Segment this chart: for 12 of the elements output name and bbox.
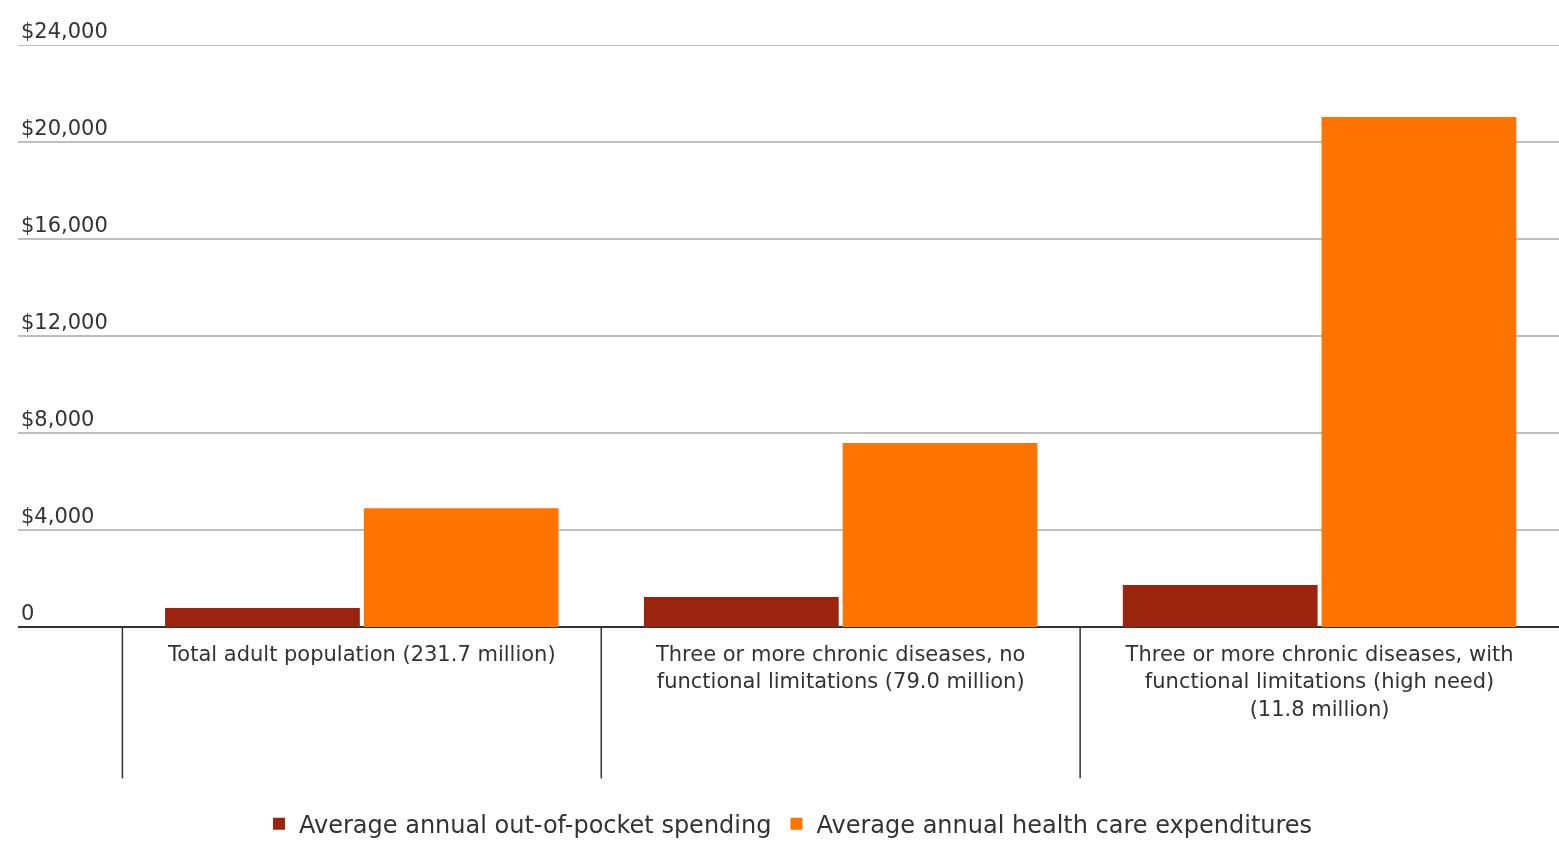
y-tick-label: $12,000 [21, 309, 108, 334]
y-tick-label: $16,000 [21, 212, 108, 237]
y-tick-label: $4,000 [21, 503, 95, 528]
x-tick-label: Three or more chronic diseases, no functional limitations (79.0 million) [654, 642, 1026, 694]
x-tick-label: Total adult population (231.7 million) [167, 642, 556, 666]
y-tick-label: $24,000 [21, 18, 108, 43]
x-tick-label: Three or more chronic diseases, with functional limitations (high need) (11.8 million) [1124, 642, 1514, 721]
legend-label: Average annual health care expenditures [816, 811, 1313, 840]
y-tick-label: 0 [21, 600, 35, 625]
y-tick-label: $8,000 [21, 406, 95, 431]
y-tick-label: $20,000 [21, 115, 108, 140]
legend-label: Average annual out-of-pocket spending [299, 811, 772, 840]
